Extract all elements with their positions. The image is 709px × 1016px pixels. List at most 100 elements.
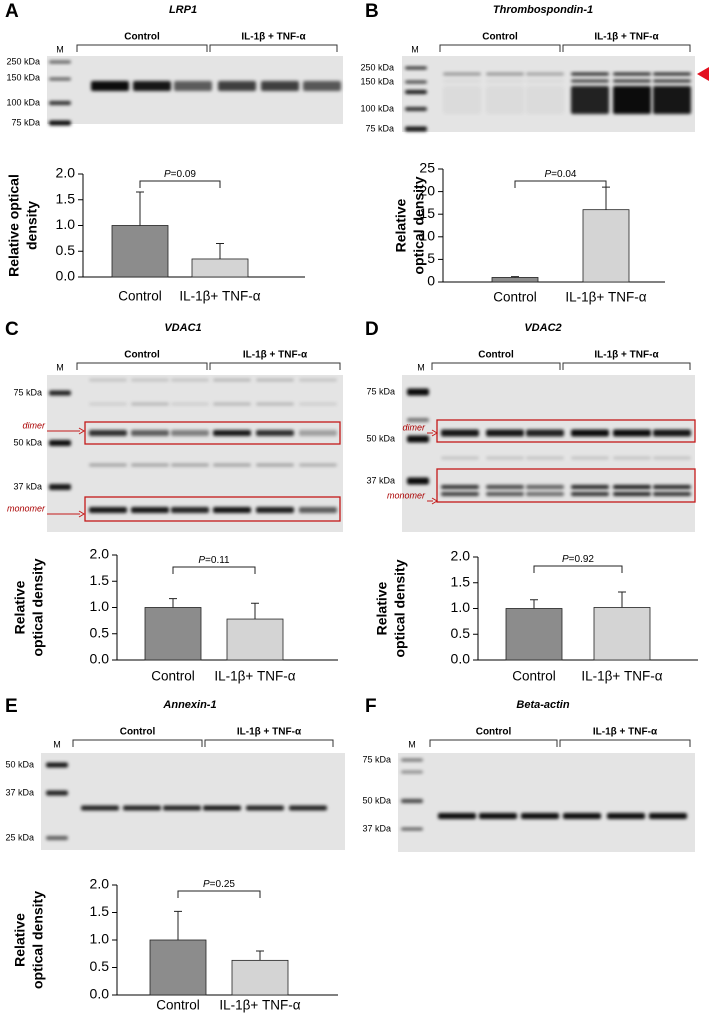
blot-band bbox=[131, 507, 169, 513]
blot-band bbox=[486, 72, 524, 76]
panel-title: Annexin-1 bbox=[162, 699, 216, 711]
panel-title: Thrombospondin-1 bbox=[493, 4, 593, 16]
blot-band bbox=[521, 813, 559, 819]
band-arrow bbox=[427, 497, 438, 505]
group-bracket bbox=[562, 44, 691, 52]
group-bracket bbox=[439, 44, 561, 52]
p-symbol: P bbox=[203, 879, 210, 890]
error-bar bbox=[602, 186, 610, 210]
blot-band bbox=[256, 378, 294, 382]
panel-letter: F bbox=[365, 696, 377, 717]
group-bracket bbox=[204, 739, 334, 747]
x-tick-label: IL-1β+ TNF-α bbox=[219, 998, 300, 1013]
y-tick-label: 5 bbox=[427, 250, 435, 266]
blot-band bbox=[213, 507, 251, 513]
blot-band bbox=[131, 402, 169, 406]
marker-band bbox=[407, 477, 429, 485]
blot-band bbox=[443, 86, 481, 114]
bar bbox=[226, 618, 284, 661]
marker-band bbox=[405, 107, 427, 111]
blot-band bbox=[653, 429, 691, 437]
p-value: P=0.09 bbox=[164, 169, 196, 180]
blot-band bbox=[131, 430, 169, 436]
y-axis-label: optical density bbox=[30, 558, 46, 656]
error-bar bbox=[251, 602, 259, 620]
group-bracket bbox=[76, 362, 208, 370]
p-symbol: P bbox=[545, 169, 552, 180]
group-bracket bbox=[76, 44, 208, 52]
marker-lane-label: M bbox=[417, 362, 425, 372]
y-tick-label: 0.0 bbox=[56, 268, 76, 284]
y-tick-label: 2.0 bbox=[90, 546, 110, 562]
bar bbox=[505, 608, 563, 661]
y-axis-label: Relative bbox=[12, 913, 28, 967]
size-label: 37 kDa bbox=[366, 475, 395, 485]
bar bbox=[593, 607, 651, 661]
blot-band bbox=[299, 463, 337, 467]
panel-letter: B bbox=[365, 1, 379, 22]
blot-band bbox=[486, 485, 524, 489]
marker-lane-label: M bbox=[56, 362, 64, 372]
x-tick-label: Control bbox=[493, 290, 537, 305]
blot-band bbox=[299, 430, 337, 436]
blot-band bbox=[613, 456, 651, 460]
error-bar bbox=[136, 191, 144, 226]
band-arrow bbox=[47, 510, 85, 518]
marker-band bbox=[46, 836, 68, 840]
highlight-box bbox=[436, 468, 696, 503]
blot-band bbox=[571, 72, 609, 76]
blot-band bbox=[213, 378, 251, 382]
significance-bracket bbox=[514, 180, 607, 188]
blot-band bbox=[441, 492, 479, 496]
blot-band bbox=[571, 429, 609, 437]
marker-band bbox=[401, 758, 423, 762]
blot-band bbox=[613, 492, 651, 496]
blot-band bbox=[653, 485, 691, 489]
blot-band bbox=[653, 456, 691, 460]
marker-band bbox=[405, 126, 427, 132]
p-text: =0.11 bbox=[205, 555, 230, 566]
bar bbox=[111, 225, 169, 278]
blot-band bbox=[479, 813, 517, 819]
panel-letter: E bbox=[5, 696, 18, 717]
highlight-box bbox=[84, 496, 341, 522]
marker-band bbox=[46, 762, 68, 768]
size-label: 50 kDa bbox=[366, 433, 395, 443]
marker-band bbox=[49, 60, 71, 64]
marker-band bbox=[401, 799, 423, 803]
blot-band bbox=[81, 805, 119, 811]
group-bracket bbox=[431, 362, 561, 370]
x-tick-label: IL-1β+ TNF-α bbox=[179, 289, 260, 304]
y-tick-label: 0.5 bbox=[90, 624, 110, 640]
significance-bracket bbox=[172, 566, 256, 574]
error-bar bbox=[216, 243, 224, 259]
group-bracket bbox=[562, 362, 691, 370]
y-tick-label: 20 bbox=[419, 182, 435, 198]
blot-band bbox=[89, 402, 127, 406]
group-label: Control bbox=[120, 727, 156, 738]
y-axis-label: optical density bbox=[411, 176, 427, 274]
blot-band bbox=[613, 485, 651, 489]
group-label: Control bbox=[124, 32, 160, 43]
blot-band bbox=[653, 72, 691, 76]
marker-lane-label: M bbox=[56, 44, 64, 54]
blot-band bbox=[123, 805, 161, 811]
marker-lane-label: M bbox=[411, 44, 419, 54]
y-tick-label: 0.0 bbox=[90, 986, 110, 1002]
marker-lane-label: M bbox=[408, 739, 416, 749]
marker-band bbox=[49, 77, 71, 81]
group-bracket bbox=[559, 739, 691, 747]
p-symbol: P bbox=[562, 554, 569, 565]
blot-background bbox=[402, 375, 695, 532]
group-label: Control bbox=[476, 727, 512, 738]
blot-band bbox=[441, 456, 479, 460]
size-label: 50 kDa bbox=[5, 759, 34, 769]
blot-band bbox=[218, 81, 256, 91]
y-tick-label: 1.5 bbox=[90, 572, 110, 588]
blot-band bbox=[163, 805, 201, 811]
x-tick-label: Control bbox=[118, 289, 162, 304]
size-label: 250 kDa bbox=[360, 62, 394, 72]
y-tick-label: 2.0 bbox=[90, 876, 110, 892]
blot-band bbox=[613, 429, 651, 437]
